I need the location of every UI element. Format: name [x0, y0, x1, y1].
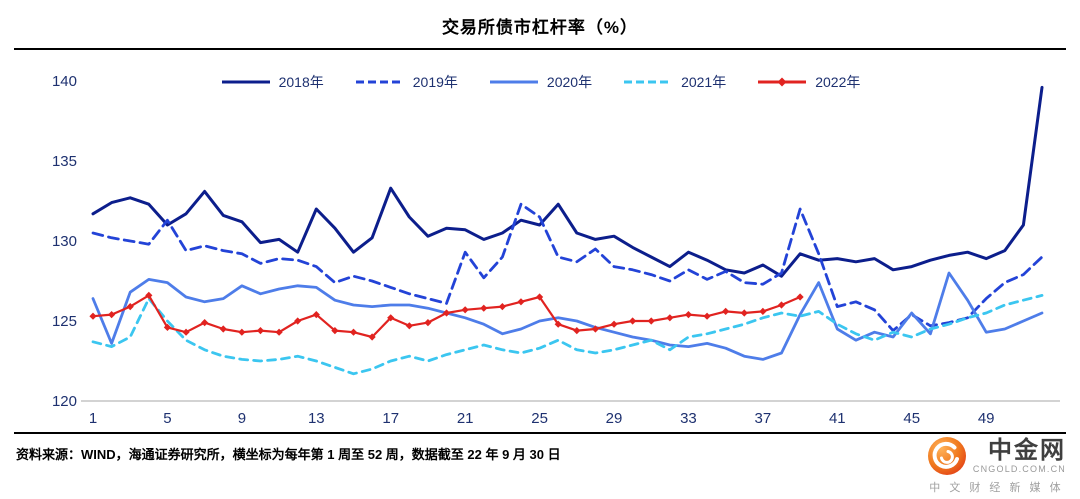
- chart-svg: 120 125 130 135 140 1 5 9 13 17 21 25 29 33 37 41 45 49: [52, 73, 1060, 427]
- x-tick-label: 29: [606, 410, 623, 427]
- x-tick-label: 1: [89, 410, 97, 427]
- y-tick-label: 140: [52, 73, 77, 90]
- legend-item-2021年: 2021年: [622, 72, 726, 92]
- y-tick-label: 125: [52, 313, 77, 330]
- y-tick-label: 120: [52, 393, 77, 410]
- chart-area: 120 125 130 135 140 1 5 9 13 17 21 25 29 33 37 41 45 49 2…: [0, 50, 1080, 432]
- x-tick-label: 41: [829, 410, 846, 427]
- series-line-2021年: [91, 294, 1044, 376]
- y-tick-label: 135: [52, 153, 77, 170]
- logo-name: 中金网: [988, 436, 1066, 464]
- legend-label: 2019年: [412, 74, 458, 90]
- legend-sample-icon: [758, 77, 807, 87]
- cngold-logo: 中金网 CNGOLD.COM.CN 中 文 财 经 新 媒 体: [927, 436, 1066, 495]
- x-tick-label: 9: [238, 410, 246, 427]
- x-tick-label: 21: [457, 410, 474, 427]
- cngold-logo-row: 中金网 CNGOLD.COM.CN: [927, 436, 1066, 476]
- series-line-2020年: [91, 271, 1044, 361]
- legend-label: 2018年: [278, 74, 324, 90]
- top-rule: [14, 48, 1066, 50]
- x-tick-label: 13: [308, 410, 325, 427]
- x-tick-label: 17: [382, 410, 399, 427]
- legend-sample-icon: [221, 80, 270, 84]
- y-tick-label: 130: [52, 233, 77, 250]
- footer: 资料来源：WIND，海通证券研究所，横坐标为每年第 1 周至 52 周，数据截至…: [0, 434, 1080, 499]
- x-tick-label: 33: [680, 410, 697, 427]
- legend-label: 2022年: [815, 74, 861, 90]
- x-tick-label: 45: [903, 410, 920, 427]
- chart-title: 交易所债市杠杆率（%）: [441, 18, 639, 37]
- x-tick-label: 37: [755, 410, 772, 427]
- legend-item-2022年: 2022年: [756, 72, 860, 92]
- legend-sample-icon: [624, 80, 673, 84]
- cngold-logo-text: 中金网 CNGOLD.COM.CN: [972, 436, 1066, 475]
- series-markers-2022年: [89, 291, 804, 341]
- legend-label: 2021年: [681, 74, 727, 90]
- x-tick-label: 25: [531, 410, 548, 427]
- x-tick-label: 49: [978, 410, 995, 427]
- legend-item-2020年: 2020年: [488, 72, 592, 92]
- x-tick-label: 5: [163, 410, 171, 427]
- logo-domain: CNGOLD.COM.CN: [972, 464, 1066, 475]
- legend-sample-icon: [355, 80, 404, 84]
- legend-label: 2020年: [546, 74, 593, 90]
- logo-tagline: 中 文 财 经 新 媒 体: [929, 482, 1064, 494]
- legend-item-2018年: 2018年: [220, 72, 324, 92]
- bottom-rule: [14, 432, 1066, 434]
- legend-sample-icon: [489, 80, 538, 84]
- series-line-2018年: [91, 85, 1044, 278]
- legend-item-2019年: 2019年: [354, 72, 458, 92]
- source-text: 资料来源：WIND，海通证券研究所，横坐标为每年第 1 周至 52 周，数据截至…: [16, 447, 561, 462]
- series-line-2019年: [91, 202, 1044, 332]
- cngold-logo-icon: [927, 437, 966, 475]
- chart-legend: 2018年 2019年 2020年 2021年 2022年: [0, 72, 1080, 92]
